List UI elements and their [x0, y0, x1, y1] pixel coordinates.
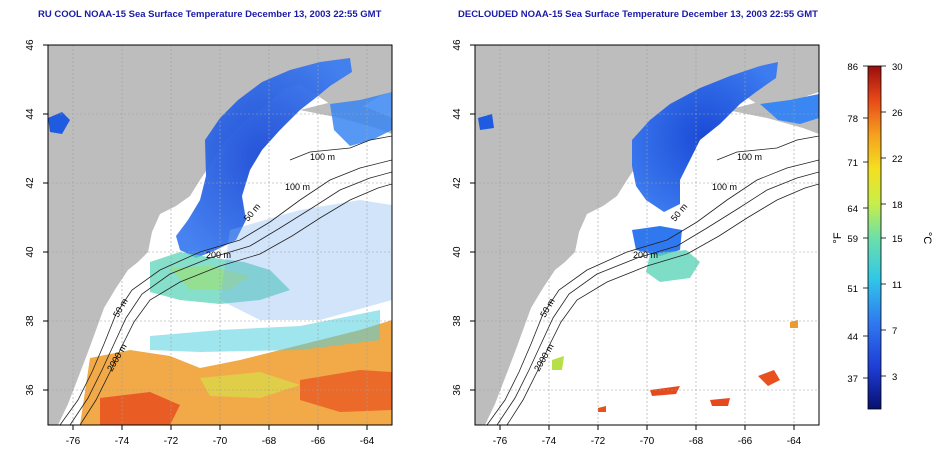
grid: [475, 45, 819, 425]
left-panel-title: RU COOL NOAA-15 Sea Surface Temperature …: [38, 9, 382, 20]
land: [48, 45, 392, 425]
lat-tick-label: 44: [25, 108, 36, 120]
lon-tick-label: -70: [213, 436, 228, 447]
fahrenheit-tick: 51: [847, 284, 858, 295]
lat-tick-label: 36: [452, 384, 463, 396]
lat-tick-label: 40: [452, 246, 463, 258]
lat-tick-label: 40: [25, 246, 36, 258]
isobath-lines: [59, 135, 392, 425]
lon-tick-label: -74: [542, 436, 557, 447]
lat-tick-label: 44: [452, 108, 463, 120]
isobath-label: 100 m: [310, 152, 335, 162]
lat-tick-label: 42: [25, 177, 36, 189]
fahrenheit-tick: 64: [847, 204, 858, 215]
sst-cold-mass: [632, 62, 778, 212]
lat-tick-label: 36: [25, 384, 36, 396]
lat-tick-label: 46: [25, 39, 36, 51]
lon-tick-label: -64: [787, 436, 802, 447]
lon-tick-label: -76: [493, 436, 508, 447]
isobath-label: 100 m: [285, 182, 310, 192]
sst-cold-mass: [176, 58, 352, 258]
fahrenheit-tick: 44: [847, 332, 858, 343]
lon-tick-labels: -76 -74 -72 -70 -68 -66 -64: [493, 436, 802, 447]
left-map: 100 m 100 m 50 m 200 m 50 m 2000 m: [47, 44, 393, 426]
lon-tick-label: -70: [640, 436, 655, 447]
lat-tick-labels: 46 44 42 40 38 36: [25, 39, 36, 396]
celsius-tick: 18: [892, 200, 903, 211]
isobath-lines: [486, 135, 819, 425]
lon-tick-label: -72: [591, 436, 606, 447]
lon-tick-label: -68: [262, 436, 277, 447]
lon-tick-labels: -76 -74 -72 -70 -68 -66 -64: [66, 436, 375, 447]
colorbar: 86 78 71 64 59 51 44 37 30 26 22 18 15 1…: [832, 62, 933, 410]
celsius-tick: 15: [892, 234, 903, 245]
fahrenheit-tick: 71: [847, 158, 858, 169]
lat-tick-label: 46: [452, 39, 463, 51]
fahrenheit-tick: 37: [847, 374, 858, 385]
lon-tick-label: -72: [164, 436, 179, 447]
sst-warm-patch: [758, 370, 780, 386]
celsius-tick: 3: [892, 372, 897, 383]
isobath-label: 100 m: [712, 182, 737, 192]
lat-tick-label: 38: [452, 315, 463, 327]
celsius-unit-label: °C: [921, 232, 933, 244]
celsius-tick: 11: [892, 280, 902, 291]
land: [475, 45, 819, 425]
right-panel-title: DECLOUDED NOAA-15 Sea Surface Temperatur…: [458, 9, 818, 20]
lon-tick-label: -68: [689, 436, 704, 447]
celsius-tick: 22: [892, 154, 903, 165]
colorbar-gradient: [867, 65, 882, 410]
fahrenheit-tick: 86: [847, 62, 858, 73]
fahrenheit-tick: 59: [847, 234, 858, 245]
isobath-label: 100 m: [737, 152, 762, 162]
lon-tick-label: -76: [66, 436, 81, 447]
axis-ticks: [43, 44, 795, 430]
lon-tick-label: -66: [738, 436, 753, 447]
lon-tick-label: -66: [311, 436, 326, 447]
lat-tick-label: 38: [25, 315, 36, 327]
isobath-label: 200 m: [206, 250, 231, 260]
celsius-tick: 7: [892, 326, 897, 337]
right-map: 100 m 100 m 50 m 200 m 50 m 2000 m: [474, 44, 820, 426]
fahrenheit-tick: 78: [847, 114, 858, 125]
celsius-tick: 26: [892, 108, 903, 119]
isobath-label: 200 m: [633, 250, 658, 260]
lon-tick-label: -74: [115, 436, 130, 447]
lon-tick-label: -64: [360, 436, 375, 447]
lat-tick-labels: 46 44 42 40 38 36: [452, 39, 463, 396]
lat-tick-label: 42: [452, 177, 463, 189]
celsius-tick: 30: [892, 62, 903, 73]
fahrenheit-unit-label: °F: [832, 232, 844, 243]
